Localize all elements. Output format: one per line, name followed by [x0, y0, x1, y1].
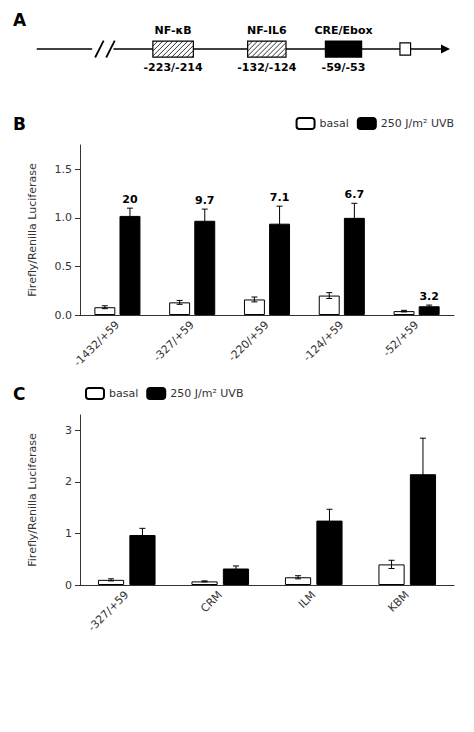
svg-text:CRE/Ebox: CRE/Ebox	[314, 24, 372, 37]
svg-text:1: 1	[65, 527, 72, 540]
svg-text:-327/+59: -327/+59	[151, 318, 197, 364]
svg-text:0.5: 0.5	[55, 260, 73, 273]
svg-text:C: C	[13, 384, 25, 404]
svg-text:ILM: ILM	[296, 588, 319, 611]
svg-text:CRM: CRM	[198, 588, 225, 615]
svg-text:1.0: 1.0	[55, 211, 73, 224]
svg-text:basal: basal	[320, 117, 349, 130]
svg-text:1.5: 1.5	[55, 163, 73, 176]
svg-text:3: 3	[65, 424, 72, 437]
svg-text:2: 2	[65, 475, 72, 488]
svg-text:-132/-124: -132/-124	[237, 61, 296, 74]
svg-text:-327/+59: -327/+59	[86, 588, 132, 634]
svg-text:NF-IL6: NF-IL6	[247, 24, 287, 37]
svg-text:Firefly/Renilla Luciferase: Firefly/Renilla Luciferase	[26, 433, 39, 567]
svg-text:-59/-53: -59/-53	[322, 61, 366, 74]
svg-text:-220/+59: -220/+59	[226, 318, 272, 364]
svg-text:7.1: 7.1	[270, 191, 290, 204]
svg-text:KBM: KBM	[386, 588, 412, 614]
svg-text:9.7: 9.7	[195, 194, 215, 207]
svg-text:250 J/m² UVB: 250 J/m² UVB	[170, 387, 243, 400]
svg-text:-52/+59: -52/+59	[380, 318, 421, 359]
svg-text:Firefly/Renilla Luciferase: Firefly/Renilla Luciferase	[26, 163, 39, 297]
svg-text:6.7: 6.7	[345, 188, 365, 201]
svg-text:20: 20	[122, 193, 138, 206]
svg-text:0: 0	[65, 579, 72, 592]
svg-text:-1432/+59: -1432/+59	[71, 318, 122, 369]
svg-text:250 J/m² UVB: 250 J/m² UVB	[381, 117, 454, 130]
svg-text:basal: basal	[109, 387, 138, 400]
svg-text:-124/+59: -124/+59	[301, 318, 347, 364]
svg-text:B: B	[13, 114, 26, 134]
svg-text:NF-κB: NF-κB	[155, 24, 192, 37]
svg-text:A: A	[13, 10, 27, 30]
svg-text:-223/-214: -223/-214	[144, 61, 203, 74]
svg-text:3.2: 3.2	[419, 290, 439, 303]
svg-text:0.0: 0.0	[55, 309, 73, 322]
